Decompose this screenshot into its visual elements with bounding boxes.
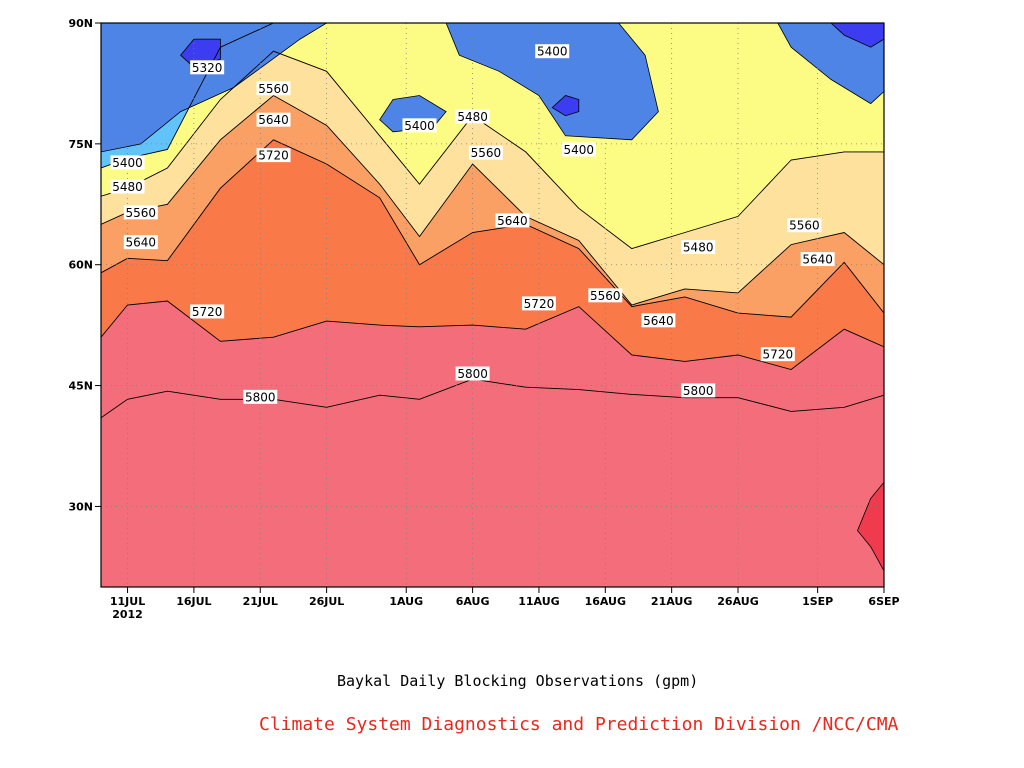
- band-5800-5880-south: [101, 379, 884, 587]
- contour-label-box: [495, 213, 530, 228]
- contour-label-box: [190, 60, 225, 75]
- x-tick-label: 11JUL: [110, 595, 145, 608]
- y-tick-label: 45N: [68, 380, 93, 393]
- contour-label: 5640: [258, 113, 289, 127]
- contour-line-5400: [101, 23, 884, 169]
- y-tick-label: 75N: [68, 138, 93, 151]
- contour-label-box: [256, 112, 291, 127]
- y-tick-label: 60N: [68, 259, 93, 272]
- contour-label: 5320: [192, 61, 223, 75]
- contour-label-box: [110, 155, 145, 170]
- credit-caption: Climate System Diagnostics and Predictio…: [259, 714, 899, 735]
- contour-label-box: [641, 313, 676, 328]
- x-tick-label: 11AUG: [518, 595, 559, 608]
- contour-label: 5560: [258, 82, 289, 96]
- contour-line-5720: [101, 300, 884, 370]
- contour-label: 5720: [763, 348, 794, 362]
- contour-label-box: [787, 218, 822, 233]
- x-tick-label: 21JUL: [243, 595, 278, 608]
- contour-label-box: [455, 109, 490, 124]
- contour-label-box: [681, 383, 716, 398]
- y-axis: 30N 45N 60N 75N 90N: [68, 17, 101, 513]
- contour-label: 5640: [497, 214, 528, 228]
- contour-label: 5800: [245, 390, 276, 404]
- x-tick-label: 1SEP: [802, 595, 833, 608]
- x-tick-label: 21AUG: [651, 595, 692, 608]
- contour-label: 5640: [643, 314, 674, 328]
- contour-label-box: [561, 142, 596, 157]
- x-year-label: 2012: [112, 608, 143, 621]
- x-tick-label: 6SEP: [868, 595, 899, 608]
- contour-label: 5800: [683, 384, 714, 398]
- contour-label-box: [468, 145, 503, 160]
- contour-label-box: [800, 252, 835, 267]
- contour-label-box: [681, 239, 716, 254]
- contour-line-5640: [101, 139, 884, 318]
- y-tick-label: 30N: [68, 500, 93, 513]
- contour-label: 5400: [404, 119, 435, 133]
- contour-label: 5800: [457, 367, 488, 381]
- contour-label: 5560: [126, 206, 157, 220]
- x-tick-label: 16AUG: [585, 595, 626, 608]
- contour-label-box: [760, 347, 795, 362]
- contour-label-box: [110, 179, 145, 194]
- blob-mid-below-5320: [551, 95, 580, 117]
- contour-label: 5480: [112, 180, 143, 194]
- plot-frame: [100, 22, 885, 588]
- contour-label: 5480: [457, 110, 488, 124]
- contour-label: 5720: [258, 149, 289, 163]
- contour-label-box: [521, 296, 556, 311]
- contour-fills: [101, 23, 884, 587]
- contour-label: 5560: [789, 219, 820, 233]
- y-tick-label: 90N: [68, 17, 93, 30]
- contour-label: 5400: [112, 156, 143, 170]
- blob-mid-5320-5400: [445, 23, 659, 141]
- contour-label-box: [535, 44, 570, 59]
- contour-label-box: [123, 205, 158, 220]
- contour-label-box: [123, 235, 158, 250]
- x-tick-label: 26AUG: [717, 595, 758, 608]
- contour-label-box: [243, 389, 278, 404]
- x-axis: 11JUL 16JUL 21JUL 26JUL 1AUG 6AUG 11AUG 16AUG 21…: [110, 587, 900, 621]
- x-tick-label: 6AUG: [456, 595, 490, 608]
- contour-line-5560: [101, 94, 884, 306]
- contour-label-box: [256, 148, 291, 163]
- contour-label: 5400: [563, 143, 594, 157]
- contour-label-box: [455, 366, 490, 381]
- contour-label: 5560: [590, 289, 621, 303]
- blob-east-below-5320: [830, 23, 884, 48]
- chart-caption: Baykal Daily Blocking Observations (gpm): [337, 672, 699, 690]
- contour-label: 5480: [683, 240, 714, 254]
- blob-east-5320-5400: [777, 23, 884, 105]
- grid-lines: [101, 23, 884, 587]
- x-tick-label: 26JUL: [309, 595, 344, 608]
- contour-label-box: [256, 81, 291, 96]
- blob-southeast-above-5880: [857, 481, 884, 572]
- contour-label-box: [190, 304, 225, 319]
- x-tick-label: 1AUG: [389, 595, 423, 608]
- x-tick-label: 16JUL: [176, 595, 211, 608]
- contour-label: 5640: [126, 236, 157, 250]
- contour-label-box: [402, 118, 437, 133]
- contour-label: 5720: [192, 305, 223, 319]
- contour-label: 5400: [537, 45, 568, 59]
- contour-labels: 5320 5400 5480 5560 5640 5720 5800 5560 5640 5720…: [110, 44, 835, 404]
- contour-label: 5560: [471, 146, 502, 160]
- contour-label: 5720: [524, 297, 555, 311]
- contour-label-box: [588, 288, 623, 303]
- contour-label: 5640: [802, 253, 833, 267]
